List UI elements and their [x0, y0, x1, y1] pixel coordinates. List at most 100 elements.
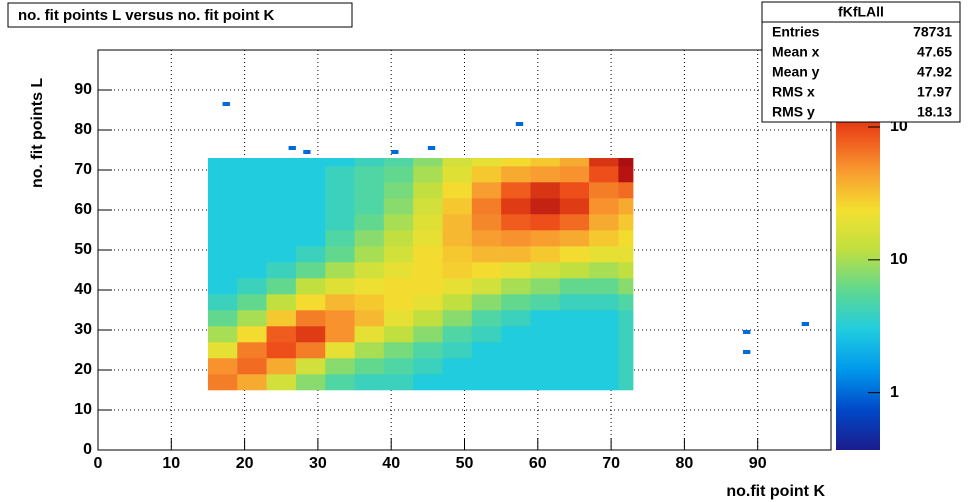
heat-cell — [354, 182, 385, 199]
heat-cell — [266, 158, 297, 167]
heat-cell — [530, 166, 561, 183]
heat-cell — [501, 374, 531, 391]
x-tick-label: 70 — [602, 455, 620, 472]
heat-cell — [237, 310, 267, 327]
y-tick-label: 40 — [74, 281, 92, 298]
heat-cell — [618, 230, 634, 247]
heat-cell — [589, 230, 619, 247]
heat-cell — [618, 374, 634, 391]
stats-label: RMS y — [772, 104, 815, 120]
heat-cell — [266, 342, 297, 359]
x-axis-label: no.fit point K — [726, 483, 825, 500]
heat-cell — [471, 198, 502, 215]
heat-cell — [442, 294, 473, 311]
heat-cell — [266, 374, 297, 391]
heat-cell — [618, 214, 634, 231]
heat-cell — [207, 214, 238, 231]
heat-cell — [325, 246, 355, 263]
heat-cell — [589, 374, 619, 391]
heat-cell — [325, 214, 355, 231]
heat-cell — [413, 262, 443, 279]
heat-cell — [618, 166, 634, 183]
heat-cell — [589, 246, 619, 263]
heat-cell — [442, 166, 473, 183]
x-tick-label: 0 — [94, 455, 103, 472]
heat-cell — [207, 326, 238, 343]
heat-cell — [559, 278, 590, 295]
heat-cell — [207, 166, 238, 183]
heat-cell — [383, 278, 414, 295]
heat-cell — [383, 214, 414, 231]
heat-cell — [325, 230, 355, 247]
heat-cell — [383, 262, 414, 279]
heat-cell — [413, 342, 443, 359]
heat-cell — [237, 294, 267, 311]
heat-cell — [442, 182, 473, 199]
heat-cell — [501, 214, 531, 231]
y-tick-label: 80 — [74, 121, 92, 138]
heat-cell — [530, 278, 561, 295]
heat-cell — [295, 342, 326, 359]
heat-cell — [471, 214, 502, 231]
heat-cell — [589, 278, 619, 295]
heat-cell — [589, 310, 619, 327]
heat-cell — [501, 262, 531, 279]
heat-cell — [559, 374, 590, 391]
heat-cell-outlier — [391, 150, 399, 154]
heat-cell — [589, 358, 619, 375]
heat-cell — [530, 374, 561, 391]
heat-cell — [442, 358, 473, 375]
heat-cell — [442, 342, 473, 359]
heat-cell — [237, 278, 267, 295]
heat-cell — [295, 166, 326, 183]
heat-cell — [559, 358, 590, 375]
heat-cell — [618, 342, 634, 359]
heat-cell — [413, 198, 443, 215]
heat-cell — [413, 326, 443, 343]
heat-cell-outlier — [427, 146, 436, 150]
heat-cell — [589, 326, 619, 343]
y-axis-label: no. fit points L — [29, 78, 46, 188]
stats-value: 17.97 — [917, 84, 952, 100]
heat-cell — [295, 278, 326, 295]
heat-cell — [442, 214, 473, 231]
heat-cell — [471, 246, 502, 263]
heat-cell — [501, 158, 531, 167]
x-tick-label: 90 — [749, 455, 767, 472]
heat-cell — [471, 294, 502, 311]
heat-cell — [618, 358, 634, 375]
heat-cell — [354, 158, 385, 167]
heat-cell — [207, 182, 238, 199]
heat-cell — [589, 342, 619, 359]
heat-cell — [295, 358, 326, 375]
heat-cell — [295, 246, 326, 263]
heat-cell — [354, 230, 385, 247]
heat-cell — [413, 166, 443, 183]
heat-cell — [325, 262, 355, 279]
heat-cell — [266, 310, 297, 327]
heat-cell — [471, 230, 502, 247]
heat-cell — [237, 262, 267, 279]
heat-cell — [383, 166, 414, 183]
heat-cell-outlier — [288, 146, 296, 150]
heat-cell — [354, 262, 385, 279]
heat-cell — [559, 230, 590, 247]
heat-cell — [266, 214, 297, 231]
heat-cell — [618, 310, 634, 327]
heat-cell — [325, 358, 355, 375]
heat-cell — [589, 198, 619, 215]
heat-cell — [559, 166, 590, 183]
heat-cell — [295, 182, 326, 199]
heat-cell — [559, 262, 590, 279]
heat-cell — [530, 294, 561, 311]
heat-cell — [559, 310, 590, 327]
heat-cell — [266, 246, 297, 263]
z-tick-label: 10 — [890, 251, 908, 268]
heat-cell — [413, 182, 443, 199]
heat-cell — [207, 358, 238, 375]
stats-title: fKfLAll — [838, 4, 884, 20]
heat-cell — [618, 294, 634, 311]
heat-cell — [413, 246, 443, 263]
heat-cell — [618, 278, 634, 295]
y-tick-label: 10 — [74, 401, 92, 418]
